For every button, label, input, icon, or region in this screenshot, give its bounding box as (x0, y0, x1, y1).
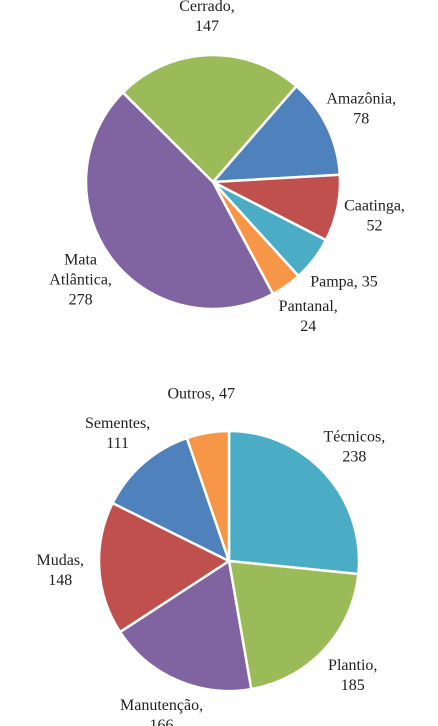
pie-slice (227, 559, 360, 691)
data-label: Outros, 47 (167, 385, 235, 402)
pie-slice (210, 84, 342, 184)
data-label-line: Sementes, (85, 415, 150, 432)
data-label-line: Mudas, (37, 551, 85, 568)
data-label: Manutenção, 166 (120, 697, 203, 726)
pie-slice (110, 436, 232, 564)
data-label: Caatinga, 52 (344, 197, 405, 234)
data-label-line: 52 (367, 217, 383, 234)
data-label-line: Manutenção, (120, 697, 203, 714)
pie-slice (84, 90, 275, 311)
data-label-line: Atlântica, (49, 271, 112, 288)
data-label-line: 185 (341, 677, 365, 694)
pie-slice (97, 501, 232, 634)
data-label-line: Caatinga, (344, 197, 405, 214)
data-label: Pampa, 35 (310, 273, 378, 290)
data-label-line: Amazônia, (326, 90, 396, 107)
data-label-line: Cerrado, (179, 0, 235, 15)
data-label-line: Plantio, (328, 657, 377, 674)
pie-slice (227, 429, 361, 576)
data-label-line: 78 (353, 110, 369, 127)
data-label-line: Pantanal, (279, 298, 338, 315)
data-label-line: 147 (195, 18, 219, 35)
pie-slice (121, 53, 299, 184)
data-label: Mudas, 148 (37, 551, 85, 588)
data-label-line: 148 (48, 571, 72, 588)
data-label: Mata Atlântica, 278 (49, 251, 112, 308)
data-label-line: 278 (69, 291, 93, 308)
data-label-line: 111 (106, 435, 129, 452)
data-label: Técnicos, 238 (323, 428, 385, 465)
data-label-line: 166 (150, 717, 174, 726)
data-label: Sementes, 111 (85, 415, 150, 452)
data-label: Plantio, 185 (328, 657, 377, 694)
data-label-line: 24 (300, 318, 316, 335)
pie-slice (185, 429, 231, 562)
data-label-line: 238 (342, 448, 366, 465)
data-label-line: Pampa, 35 (310, 273, 378, 290)
data-label-line: Mata (64, 251, 97, 268)
pie-slice (118, 558, 253, 693)
data-label: Cerrado, 147 (179, 0, 235, 35)
data-label: Pantanal, 24 (279, 298, 338, 335)
data-label: Amazônia, 78 (326, 90, 396, 127)
data-label-line: Técnicos, (323, 428, 385, 445)
data-label-line: Outros, 47 (167, 385, 235, 402)
